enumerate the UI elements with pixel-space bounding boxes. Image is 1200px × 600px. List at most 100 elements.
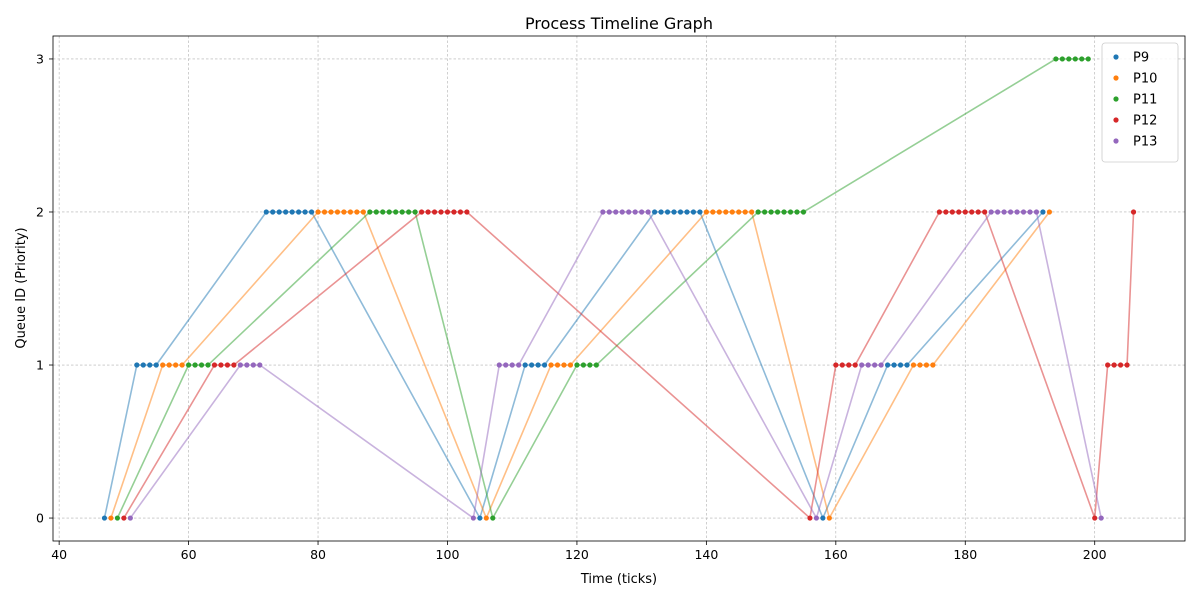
data-point-p10 bbox=[160, 362, 166, 368]
data-point-p10 bbox=[321, 209, 328, 215]
data-point-p11 bbox=[114, 515, 120, 521]
data-point-p9 bbox=[535, 362, 541, 368]
data-point-p12 bbox=[807, 515, 813, 521]
data-point-p12 bbox=[956, 209, 962, 215]
data-point-p12 bbox=[975, 209, 981, 215]
data-point-p12 bbox=[962, 209, 968, 215]
data-point-p13 bbox=[626, 209, 632, 215]
y-tick-label: 2 bbox=[36, 204, 44, 219]
x-tick-label: 180 bbox=[953, 547, 977, 562]
data-point-p13 bbox=[470, 515, 476, 521]
data-point-p12 bbox=[1124, 362, 1130, 368]
data-point-p11 bbox=[367, 209, 373, 215]
data-point-p13 bbox=[632, 209, 638, 215]
data-point-p11 bbox=[393, 209, 399, 215]
data-point-p12 bbox=[457, 209, 464, 215]
data-point-p10 bbox=[334, 209, 341, 215]
data-point-p11 bbox=[380, 209, 386, 215]
data-point-p11 bbox=[205, 362, 211, 368]
data-point-p9 bbox=[891, 362, 897, 368]
data-point-p9 bbox=[884, 362, 891, 368]
data-point-p11 bbox=[762, 209, 768, 215]
data-point-p10 bbox=[930, 362, 936, 368]
data-point-p10 bbox=[554, 362, 561, 368]
series-points-p12 bbox=[121, 209, 1137, 521]
data-point-p9 bbox=[697, 209, 703, 215]
data-point-p11 bbox=[580, 362, 587, 368]
legend-box bbox=[1101, 42, 1179, 163]
data-point-p13 bbox=[1033, 209, 1040, 215]
y-axis: 0 1 2 3 bbox=[36, 51, 53, 526]
data-point-p10 bbox=[910, 362, 917, 368]
data-point-p10 bbox=[826, 515, 832, 521]
data-point-p9 bbox=[140, 362, 146, 368]
data-point-p9 bbox=[308, 209, 315, 215]
y-axis-label: Queue ID (Priority) bbox=[14, 227, 29, 348]
plot-background bbox=[53, 36, 1185, 541]
data-point-p10 bbox=[561, 362, 567, 368]
series-points bbox=[101, 56, 1137, 521]
data-point-p10 bbox=[749, 209, 755, 215]
x-tick-label: 60 bbox=[181, 547, 197, 562]
data-point-p12 bbox=[1118, 362, 1124, 368]
data-point-p10 bbox=[179, 362, 185, 368]
data-point-p9 bbox=[477, 515, 483, 521]
data-point-p10 bbox=[173, 362, 179, 368]
data-point-p10 bbox=[483, 515, 489, 521]
data-point-p12 bbox=[949, 209, 955, 215]
data-point-p11 bbox=[192, 362, 198, 368]
data-point-p9 bbox=[671, 209, 677, 215]
data-point-p11 bbox=[412, 209, 418, 215]
data-point-p11 bbox=[1066, 56, 1072, 62]
legend-marker-p10 bbox=[1113, 75, 1119, 81]
data-point-p11 bbox=[794, 209, 800, 215]
data-point-p12 bbox=[833, 362, 839, 368]
data-point-p10 bbox=[1046, 209, 1053, 215]
data-point-p13 bbox=[496, 362, 502, 368]
data-point-p9 bbox=[289, 209, 295, 215]
data-point-p12 bbox=[852, 362, 858, 368]
data-point-p9 bbox=[677, 209, 684, 215]
data-point-p10 bbox=[328, 209, 334, 215]
data-point-p11 bbox=[198, 362, 205, 368]
data-point-p9 bbox=[684, 209, 690, 215]
data-point-p13 bbox=[509, 362, 515, 368]
data-point-p13 bbox=[865, 362, 871, 368]
legend-marker-p12 bbox=[1113, 117, 1119, 123]
data-point-p11 bbox=[1085, 56, 1091, 62]
data-point-p11 bbox=[787, 209, 794, 215]
data-point-p12 bbox=[211, 362, 218, 368]
data-point-p11 bbox=[1079, 56, 1085, 62]
series-points-p10 bbox=[108, 209, 1053, 521]
data-point-p9 bbox=[263, 209, 269, 215]
data-point-p11 bbox=[373, 209, 379, 215]
data-point-p11 bbox=[1053, 56, 1059, 62]
data-point-p11 bbox=[755, 209, 761, 215]
data-point-p9 bbox=[820, 515, 826, 521]
data-point-p13 bbox=[1098, 515, 1104, 521]
data-point-p10 bbox=[917, 362, 923, 368]
data-point-p12 bbox=[425, 209, 431, 215]
x-tick-label: 120 bbox=[565, 547, 589, 562]
legend-label-p12: P12 bbox=[1133, 114, 1157, 129]
data-point-p11 bbox=[386, 209, 392, 215]
data-point-p11 bbox=[774, 209, 781, 215]
x-tick-label: 80 bbox=[310, 547, 326, 562]
data-point-p9 bbox=[541, 362, 548, 368]
data-point-p12 bbox=[231, 362, 237, 368]
legend-label-p11: P11 bbox=[1133, 93, 1157, 108]
data-point-p9 bbox=[276, 209, 282, 215]
data-point-p13 bbox=[244, 362, 250, 368]
data-point-p11 bbox=[593, 362, 599, 368]
data-point-p11 bbox=[399, 209, 405, 215]
data-point-p12 bbox=[438, 209, 444, 215]
data-point-p10 bbox=[347, 209, 354, 215]
data-point-p9 bbox=[658, 209, 664, 215]
data-point-p10 bbox=[166, 362, 172, 368]
grid bbox=[53, 36, 1185, 541]
data-point-p12 bbox=[218, 362, 224, 368]
data-point-p9 bbox=[651, 209, 658, 215]
data-point-p9 bbox=[664, 209, 671, 215]
data-point-p12 bbox=[224, 362, 231, 368]
